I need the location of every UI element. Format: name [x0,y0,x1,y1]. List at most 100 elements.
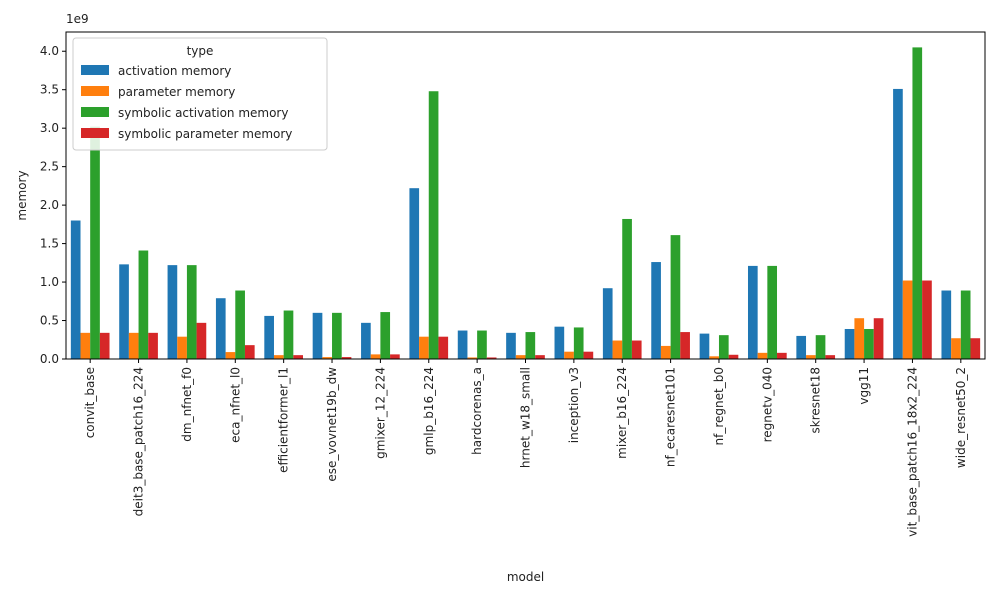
bar-symbolic-parameter-memory-wide_resnet50_2 [970,338,981,359]
bar-activation-memory-hardcorenas_a [457,330,468,359]
bar-symbolic-activation-memory-deit3_base_patch16_224 [138,250,149,359]
bar-parameter-memory-inception_v3 [564,351,574,359]
x-tick-label: dm_nfnet_f0 [180,367,194,442]
y-tick-label: 3.5 [40,83,59,97]
legend-entry: activation memory [118,64,231,78]
x-tick-label: wide_resnet50_2 [954,367,968,468]
bar-symbolic-activation-memory-gmixer_12_224 [380,312,391,359]
bar-symbolic-activation-memory-hardcorenas_a [477,330,487,359]
x-tick-label: nf_ecaresnet101 [664,367,678,467]
bar-activation-memory-hrnet_w18_small [506,332,516,359]
bar-parameter-memory-deit3_base_patch16_224 [128,332,139,359]
bar-parameter-memory-mixer_b16_224 [612,340,623,359]
bar-activation-memory-gmixer_12_224 [361,322,371,359]
y-tick-label: 2.5 [40,160,59,174]
bar-symbolic-activation-memory-inception_v3 [573,327,584,359]
legend-entry: symbolic activation memory [118,106,288,120]
x-tick-label: hardcorenas_a [470,367,484,455]
y-tick-label: 4.0 [40,44,59,58]
bar-symbolic-activation-memory-vit_base_patch16_18x2_224 [912,47,923,359]
legend-swatch [81,128,109,138]
y-axis-label: memory [15,170,29,220]
bar-activation-memory-skresnet18 [796,335,807,359]
bar-activation-memory-regnetv_040 [747,265,758,359]
x-tick-label: nf_regnet_b0 [712,367,726,445]
bar-symbolic-activation-memory-regnetv_040 [767,265,778,359]
bar-symbolic-parameter-memory-gmlp_b16_224 [438,336,449,359]
y-tick-label: 0.0 [40,352,59,366]
bar-symbolic-activation-memory-hrnet_w18_small [525,332,536,359]
bar-parameter-memory-skresnet18 [806,355,816,359]
bar-activation-memory-convit_base [70,220,81,359]
legend-entry: parameter memory [118,85,235,99]
bar-parameter-memory-nf_regnet_b0 [709,356,719,359]
bar-symbolic-parameter-memory-hrnet_w18_small [535,355,545,359]
bar-symbolic-activation-memory-nf_regnet_b0 [718,335,729,359]
bars-layer [70,47,981,360]
bar-parameter-memory-convit_base [80,332,91,359]
legend-swatch [81,86,109,96]
bar-parameter-memory-vgg11 [854,318,865,359]
x-tick-label: eca_nfnet_l0 [228,367,242,443]
bar-parameter-memory-nf_ecaresnet101 [660,345,671,359]
bar-symbolic-parameter-memory-nf_ecaresnet101 [680,332,690,359]
x-tick-label: vgg11 [857,367,871,405]
x-tick-label: regnetv_040 [760,367,774,442]
bar-symbolic-parameter-memory-mixer_b16_224 [631,340,642,359]
bar-parameter-memory-hardcorenas_a [467,357,478,359]
bar-activation-memory-dm_nfnet_f0 [167,265,178,359]
x-tick-label: skresnet18 [809,367,823,433]
bar-symbolic-parameter-memory-nf_regnet_b0 [728,354,739,359]
y-axis: 0.0 0.5 1.0 1.5 2.0 2.5 3.0 3.5 4.0 [40,44,66,366]
bar-activation-memory-ese_vovnet19b_dw [312,312,323,359]
x-tick-label: convit_base [83,367,97,438]
bar-parameter-memory-wide_resnet50_2 [951,338,961,359]
bar-activation-memory-efficientformer_l1 [264,315,274,359]
bar-parameter-memory-gmlp_b16_224 [419,336,429,359]
x-tick-label: deit3_base_patch16_224 [132,367,146,516]
bar-symbolic-activation-memory-wide_resnet50_2 [960,290,971,359]
bar-symbolic-activation-memory-efficientformer_l1 [283,310,294,359]
bar-symbolic-activation-memory-gmlp_b16_224 [428,91,439,360]
bar-parameter-memory-eca_nfnet_l0 [225,352,236,359]
bar-activation-memory-nf_regnet_b0 [699,333,710,359]
bar-symbolic-parameter-memory-gmixer_12_224 [390,354,400,359]
bar-parameter-memory-dm_nfnet_f0 [177,336,187,359]
bar-symbolic-parameter-memory-vgg11 [873,318,884,359]
bar-symbolic-parameter-memory-convit_base [99,332,110,359]
y-tick-label: 1.5 [40,237,59,251]
x-tick-label: vit_base_patch16_18x2_224 [905,367,919,537]
legend-entry: symbolic parameter memory [118,127,292,141]
bar-activation-memory-gmlp_b16_224 [409,188,420,359]
bar-symbolic-activation-memory-dm_nfnet_f0 [186,265,197,359]
y-multiplier-label: 1e9 [66,12,89,26]
legend-items: activation memory parameter memory symboli… [81,64,292,141]
legend-title: type [187,44,214,58]
y-tick-label: 3.0 [40,121,59,135]
bar-symbolic-activation-memory-mixer_b16_224 [622,218,632,359]
bar-activation-memory-wide_resnet50_2 [941,290,952,359]
x-tick-label: inception_v3 [567,367,581,443]
legend-box [72,37,328,151]
bar-symbolic-parameter-memory-efficientformer_l1 [293,355,303,359]
x-tick-label: efficientformer_l1 [277,367,291,473]
bar-symbolic-activation-memory-ese_vovnet19b_dw [332,312,342,359]
bar-symbolic-parameter-memory-eca_nfnet_l0 [244,345,255,359]
bar-activation-memory-vgg11 [844,328,855,359]
bar-activation-memory-inception_v3 [554,326,565,359]
bar-symbolic-activation-memory-nf_ecaresnet101 [670,235,681,359]
bar-symbolic-parameter-memory-vit_base_patch16_18x2_224 [922,280,932,359]
bar-symbolic-activation-memory-eca_nfnet_l0 [235,290,245,359]
bar-symbolic-activation-memory-skresnet18 [815,335,826,359]
x-tick-label: mixer_b16_224 [615,367,629,459]
bar-parameter-memory-efficientformer_l1 [273,355,284,359]
bar-symbolic-parameter-memory-skresnet18 [825,355,836,359]
bar-parameter-memory-vit_base_patch16_18x2_224 [902,280,913,359]
y-tick-label: 0.5 [40,314,59,328]
legend-swatch [81,65,109,75]
bar-activation-memory-eca_nfnet_l0 [215,298,226,359]
bar-symbolic-parameter-memory-regnetv_040 [777,352,787,359]
bar-symbolic-parameter-memory-dm_nfnet_f0 [196,322,207,359]
bar-activation-memory-deit3_base_patch16_224 [119,264,129,359]
